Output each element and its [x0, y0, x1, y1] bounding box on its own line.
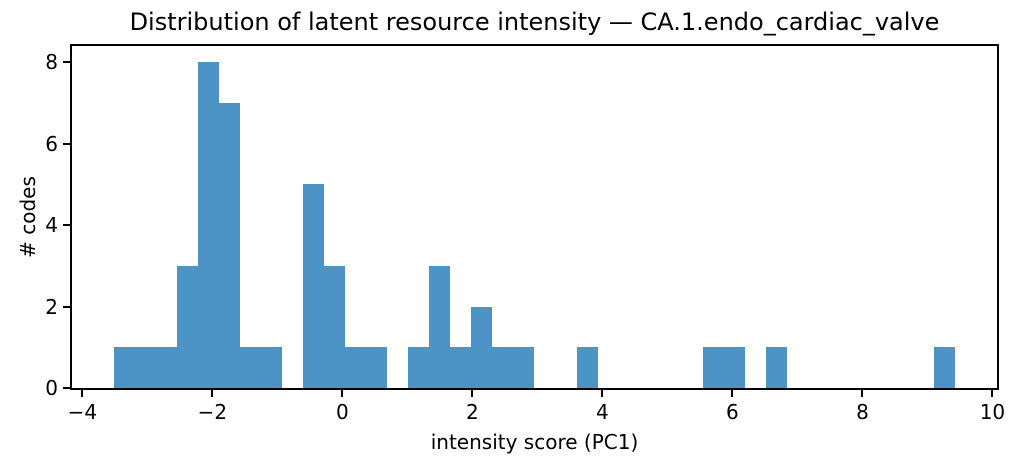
x-tick-label: 10 [979, 400, 1006, 424]
y-tick-mark [63, 387, 70, 389]
histogram-bar [513, 347, 535, 388]
histogram-bar [933, 347, 955, 388]
histogram-bar [366, 347, 388, 388]
y-tick-mark [63, 61, 70, 64]
histogram-bar [492, 347, 514, 388]
histogram-bar [303, 184, 325, 388]
histogram-bar [471, 306, 493, 388]
histogram-bar [198, 62, 220, 388]
x-tick-mark [601, 390, 604, 397]
x-tick-label: 6 [726, 400, 739, 424]
histogram-bar [156, 347, 178, 388]
histogram-bar [723, 347, 745, 388]
y-tick-label: 4 [45, 213, 58, 238]
y-axis-ticks [63, 46, 70, 389]
histogram-bar [114, 347, 136, 388]
y-tick-label: 2 [45, 294, 58, 319]
x-tick-mark [861, 390, 864, 397]
y-axis-tick-labels: 0 2 4 6 8 [18, 46, 58, 398]
histogram-bar [450, 347, 472, 388]
y-tick-label: 8 [45, 50, 58, 75]
x-tick-label: 2 [466, 400, 479, 424]
histogram-bar [135, 347, 157, 388]
histogram-bar [261, 347, 283, 388]
x-tick-mark [991, 390, 994, 397]
histogram-bar [240, 347, 262, 388]
histogram-bar [576, 347, 598, 388]
histogram-bar [219, 103, 241, 388]
x-tick-mark [211, 390, 214, 397]
histogram-bar [429, 265, 451, 388]
y-tick-label: 0 [45, 376, 58, 400]
x-axis-ticks [72, 390, 997, 397]
x-tick-mark [731, 390, 734, 397]
x-axis-label: intensity score (PC1) [430, 430, 639, 454]
y-tick-mark [63, 224, 70, 227]
histogram-bar [765, 347, 787, 388]
x-tick-label: 0 [336, 400, 349, 424]
histogram-bar [324, 265, 346, 388]
y-tick-label: 6 [45, 131, 58, 156]
x-tick-label: 4 [596, 400, 609, 424]
x-tick-label: −2 [197, 400, 228, 424]
histogram-bar [408, 347, 430, 388]
histogram-bar [177, 265, 199, 388]
y-tick-mark [63, 305, 70, 308]
y-tick-mark [63, 142, 70, 145]
histogram-bar [345, 347, 367, 388]
x-tick-label: 8 [856, 400, 869, 424]
x-tick-mark [81, 390, 84, 397]
x-axis-tick-labels: −4 −2 0 2 4 6 8 10 [68, 399, 1006, 425]
x-tick-mark [471, 390, 474, 397]
x-tick-label: −4 [67, 400, 98, 424]
chart-title: Distribution of latent resource intensit… [129, 8, 940, 36]
plot-area [72, 46, 997, 388]
x-tick-mark [341, 390, 344, 397]
histogram-bar [702, 347, 724, 388]
